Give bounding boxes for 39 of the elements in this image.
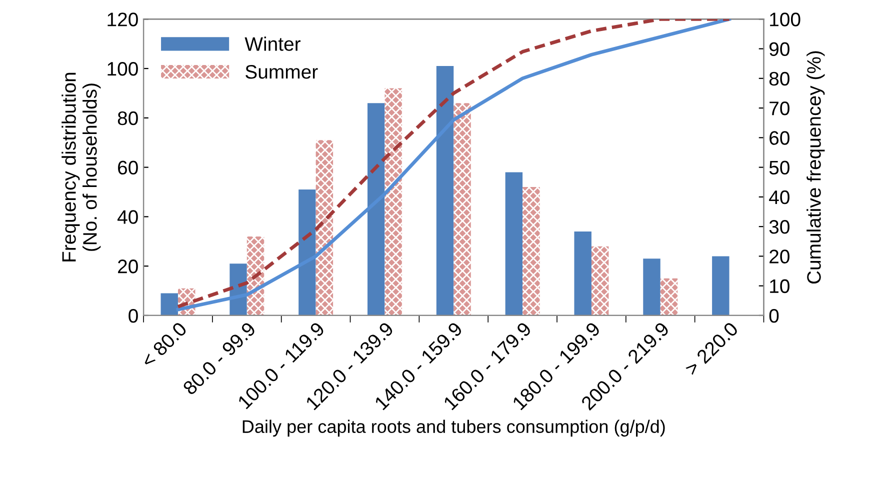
y2-tick-label: 20 (770, 250, 790, 264)
bar (574, 232, 592, 316)
bar (522, 187, 540, 316)
y2-tick-label: 0 (769, 308, 779, 323)
y2-tick-label: 50 (769, 160, 790, 175)
legend-label: Winter (244, 36, 300, 51)
y-axis-title: Frequency distribution (No. of households) (62, 72, 101, 262)
y2-tick-label: 10 (770, 279, 790, 294)
x-axis-title: Daily per capita roots and tubers consumption (g/p/d) (242, 420, 665, 437)
y2-tick-label: 40 (769, 190, 790, 204)
bar (298, 190, 316, 316)
y2-tick-label: 80 (769, 72, 790, 86)
bar (712, 256, 730, 316)
bar (160, 293, 178, 316)
y2-tick-label: 100 (770, 12, 800, 26)
x-tick-label: < 80.0 (140, 321, 188, 368)
bar (384, 88, 402, 316)
bar (505, 172, 523, 316)
bar (436, 66, 454, 316)
y2-tick-label: 30 (769, 220, 790, 234)
bar (367, 103, 385, 316)
y2-tick-label: 90 (770, 42, 790, 56)
bar (246, 236, 264, 316)
bar (643, 258, 660, 316)
legend-label: Summer (246, 64, 318, 79)
y-tick-label: 100 (108, 62, 138, 76)
y-tick-label: 40 (117, 210, 138, 224)
bar (660, 278, 678, 316)
y-tick-label: 80 (118, 111, 138, 126)
y2-axis-title: Cumulative frequencey (%) (806, 51, 825, 284)
y2-tick-label: 70 (770, 101, 790, 116)
bar (591, 246, 609, 316)
y-tick-label: 120 (108, 12, 138, 26)
bar (454, 103, 471, 316)
y-tick-label: 60 (118, 160, 138, 175)
y-tick-label: 20 (118, 260, 138, 274)
y-tick-label: 0 (128, 308, 138, 323)
bar (316, 140, 334, 316)
y2-tick-label: 60 (770, 131, 790, 145)
